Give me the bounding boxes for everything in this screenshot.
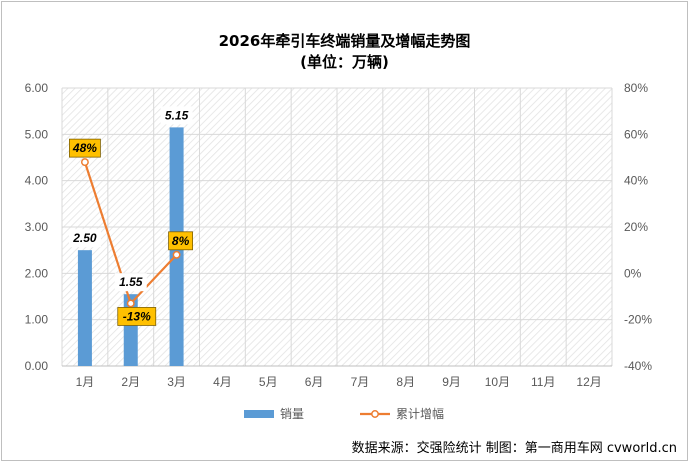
y-left-tick-label: 4.00: [25, 174, 49, 188]
source-note: 数据来源：交强险统计 制图：第一商用车网 cvworld.cn: [351, 441, 677, 456]
bar-value-label: 2.50: [72, 231, 97, 245]
chart-subtitle: (单位：万辆): [300, 53, 389, 71]
chart-title: 2026年牵引车终端销量及增幅走势图: [218, 32, 471, 50]
y-left-tick-label: 5.00: [25, 127, 49, 141]
y-right-tick-label: 80%: [624, 81, 648, 95]
y-left-tick-label: 6.00: [25, 81, 49, 95]
y-left-tick-label: 3.00: [25, 220, 49, 234]
y-right-tick-label: 60%: [624, 127, 648, 141]
y-right-tick-label: -40%: [624, 359, 652, 373]
growth-label-box: [117, 307, 157, 326]
x-tick-label: 7月: [351, 375, 370, 389]
bar-value-label: 5.15: [165, 108, 189, 122]
y-left-tick-label: 0.00: [25, 359, 49, 373]
x-tick-label: 11月: [531, 375, 555, 389]
x-tick-label: 8月: [396, 375, 415, 389]
bar-label-box: [68, 229, 101, 248]
bar-value-label: 1.55: [119, 275, 143, 289]
x-tick-label: 12月: [576, 375, 601, 389]
y-right-tick-label: 0%: [624, 266, 642, 280]
growth-point-2月: [126, 299, 135, 308]
bar-1月: [77, 250, 92, 366]
x-tick-label: 9月: [442, 375, 461, 389]
x-tick-label: 4月: [213, 375, 232, 389]
y-right-tick-label: 40%: [624, 174, 648, 188]
legend-bar-label: 销量: [280, 407, 304, 421]
bar-label-box: [160, 106, 193, 125]
x-tick-label: 6月: [305, 375, 324, 389]
growth-value-label: 8%: [172, 234, 190, 248]
x-tick-label: 3月: [167, 375, 186, 389]
growth-value-label: -13%: [123, 309, 151, 323]
y-right-tick-label: 20%: [624, 220, 648, 234]
y-left-tick-label: 2.00: [25, 266, 49, 280]
legend-line-marker: [371, 410, 379, 418]
y-right-tick-label: -20%: [624, 313, 652, 327]
legend-line-label: 累计增幅: [396, 406, 444, 421]
x-tick-label: 1月: [76, 375, 95, 389]
y-left-tick-label: 1.00: [25, 313, 49, 327]
growth-value-label: 48%: [72, 141, 97, 155]
legend-bar-swatch: [244, 410, 274, 418]
bar-label-box: [114, 273, 147, 292]
growth-label-box: [69, 138, 101, 158]
growth-point-3月: [172, 250, 181, 259]
x-tick-label: 10月: [485, 375, 510, 389]
x-tick-label: 2月: [121, 375, 140, 389]
growth-point-1月: [80, 158, 89, 167]
x-tick-label: 5月: [259, 375, 278, 389]
growth-label-box: [168, 231, 193, 251]
